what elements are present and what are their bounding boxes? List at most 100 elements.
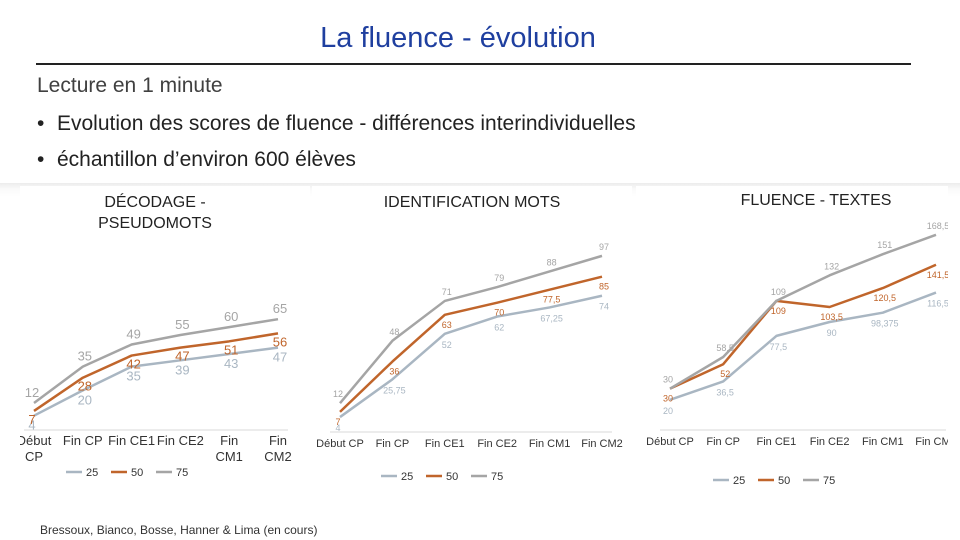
x-tick-label: Fin CE1 xyxy=(108,433,155,448)
x-tick-label: Fin CE1 xyxy=(757,436,797,448)
data-label: 67,25 xyxy=(540,313,563,323)
legend-label: 25 xyxy=(86,467,98,479)
data-label: 77,5 xyxy=(770,342,788,352)
data-label: 4 xyxy=(28,418,35,433)
series-line-25 xyxy=(669,291,937,401)
data-label: 36,5 xyxy=(716,387,734,397)
data-label: 42 xyxy=(126,357,140,372)
data-label: 70 xyxy=(494,308,504,318)
data-label: 35 xyxy=(126,369,140,384)
data-label: 116,5 xyxy=(927,299,948,309)
data-label: 74 xyxy=(599,302,609,312)
data-label: 168,5 xyxy=(927,221,948,231)
data-label: 58,5 xyxy=(716,343,734,353)
series-line-75 xyxy=(33,317,279,405)
data-label: 90 xyxy=(827,328,837,338)
data-label: 55 xyxy=(175,317,189,332)
x-tick-label: Début CP xyxy=(20,433,52,464)
bullet-text: Evolution des scores de fluence - différ… xyxy=(57,112,636,135)
bullet-item: • Evolution des scores de fluence - diffé… xyxy=(37,112,636,148)
legend-label: 25 xyxy=(733,475,745,487)
legend-label: 75 xyxy=(823,475,835,487)
intro-line: Lecture en 1 minute xyxy=(37,74,223,97)
data-label: 39 xyxy=(175,362,189,377)
data-label: 43 xyxy=(224,356,238,371)
chart-panel-identification: IDENTIFICATION MOTS Début CP Fin CP Fin CE… xyxy=(312,186,632,491)
data-label: 12 xyxy=(25,385,39,400)
chart-marks: Début CP Fin CP Fin CE1 Fin CE2 Fin CM1 Fin C… xyxy=(316,242,623,483)
chart-marks: Début CP Fin CP Fin CE1 Fin CE2 Fin CM1 Fin CM2 4… xyxy=(20,301,292,479)
data-label: 141,5 xyxy=(927,270,948,280)
data-label: 51 xyxy=(224,342,238,357)
data-label: 79 xyxy=(494,273,504,283)
legend-label: 25 xyxy=(401,471,413,483)
legend-label: 50 xyxy=(131,467,143,479)
data-label: 103,5 xyxy=(820,312,843,322)
legend-label: 50 xyxy=(778,475,790,487)
data-label: 48 xyxy=(389,327,399,337)
data-label: 98,375 xyxy=(871,319,899,329)
data-label: 12 xyxy=(333,389,343,399)
legend-label: 75 xyxy=(491,471,503,483)
data-label: 62 xyxy=(494,323,504,333)
data-label: 88 xyxy=(547,257,557,267)
x-tick-label: Fin CM2 xyxy=(264,433,291,464)
title-underline xyxy=(36,63,911,65)
legend-label: 75 xyxy=(176,467,188,479)
data-label: 63 xyxy=(442,320,452,330)
slide-title: La fluence - évolution xyxy=(320,22,596,54)
data-label: 132 xyxy=(824,261,839,271)
data-label: 85 xyxy=(599,282,609,292)
series-line-50 xyxy=(669,263,937,390)
chart-title: FLUENCE - TEXTES xyxy=(740,192,892,209)
data-label: 47 xyxy=(273,350,287,365)
legend-label: 50 xyxy=(446,471,458,483)
data-label: 109 xyxy=(771,287,786,297)
bullet-dot: • xyxy=(37,148,45,171)
series-line-50 xyxy=(33,332,279,412)
x-tick-label: Fin CM1 xyxy=(529,438,571,450)
data-label: 28 xyxy=(78,379,92,394)
data-label: 49 xyxy=(126,326,140,341)
data-label: 4 xyxy=(335,423,340,433)
data-label: 35 xyxy=(78,349,92,364)
bullet-item: • échantillon d’environ 600 élèves xyxy=(37,148,636,184)
x-tick-label: Fin CP xyxy=(376,438,410,450)
bullet-list: • Evolution des scores de fluence - diffé… xyxy=(37,112,636,184)
bullet-dot: • xyxy=(37,112,45,135)
data-label: 52 xyxy=(720,369,730,379)
chart-marks: Début CP Fin CP Fin CE1 Fin CE2 Fin CM1 Fin C… xyxy=(646,221,948,487)
data-label: 65 xyxy=(273,301,287,316)
series-line-25 xyxy=(33,346,279,417)
x-tick-label: Fin CP xyxy=(706,436,740,448)
x-tick-label: Fin CE2 xyxy=(810,436,850,448)
x-tick-label: Fin CP xyxy=(63,433,103,448)
data-label: 71 xyxy=(442,287,452,297)
data-label: 20 xyxy=(663,406,673,416)
data-label: 20 xyxy=(78,392,92,407)
x-tick-label: Fin CM2 xyxy=(581,438,623,450)
data-label: 52 xyxy=(442,340,452,350)
chart-svg: Début CP Fin CP Fin CE1 Fin CE2 Fin CM1 Fin CM2 4… xyxy=(20,301,292,479)
data-label: 60 xyxy=(224,309,238,324)
chart-panel-decodage: DÉCODAGE - PSEUDOMOTS Début CP Fin CP Fin C… xyxy=(20,186,310,516)
data-label: 25,75 xyxy=(383,385,406,395)
x-tick-label: Fin CM1 xyxy=(215,433,242,464)
x-tick-label: Début CP xyxy=(646,436,694,448)
data-label: 109 xyxy=(771,306,786,316)
chart-svg: Début CP Fin CP Fin CE1 Fin CE2 Fin CM1 Fin C… xyxy=(646,221,948,487)
x-tick-label: Fin CE1 xyxy=(425,438,465,450)
series-line-75 xyxy=(669,233,937,390)
chart-panel-fluence: FLUENCE - TEXTES Début CP Fin CP Fin CE1 Fi… xyxy=(636,186,948,491)
chart-title: IDENTIFICATION MOTS xyxy=(383,194,561,211)
series-line-25 xyxy=(339,294,603,419)
credit-line: Bressoux, Bianco, Bosse, Hanner & Lima (… xyxy=(40,523,318,537)
x-tick-label: Fin CE2 xyxy=(157,433,204,448)
data-label: 97 xyxy=(599,242,609,252)
data-label: 77,5 xyxy=(543,295,561,305)
data-label: 120,5 xyxy=(874,293,897,303)
data-label: 7 xyxy=(335,417,340,427)
bullet-text: échantillon d’environ 600 élèves xyxy=(57,148,356,171)
data-label: 7 xyxy=(28,412,35,427)
data-label: 56 xyxy=(273,334,287,349)
